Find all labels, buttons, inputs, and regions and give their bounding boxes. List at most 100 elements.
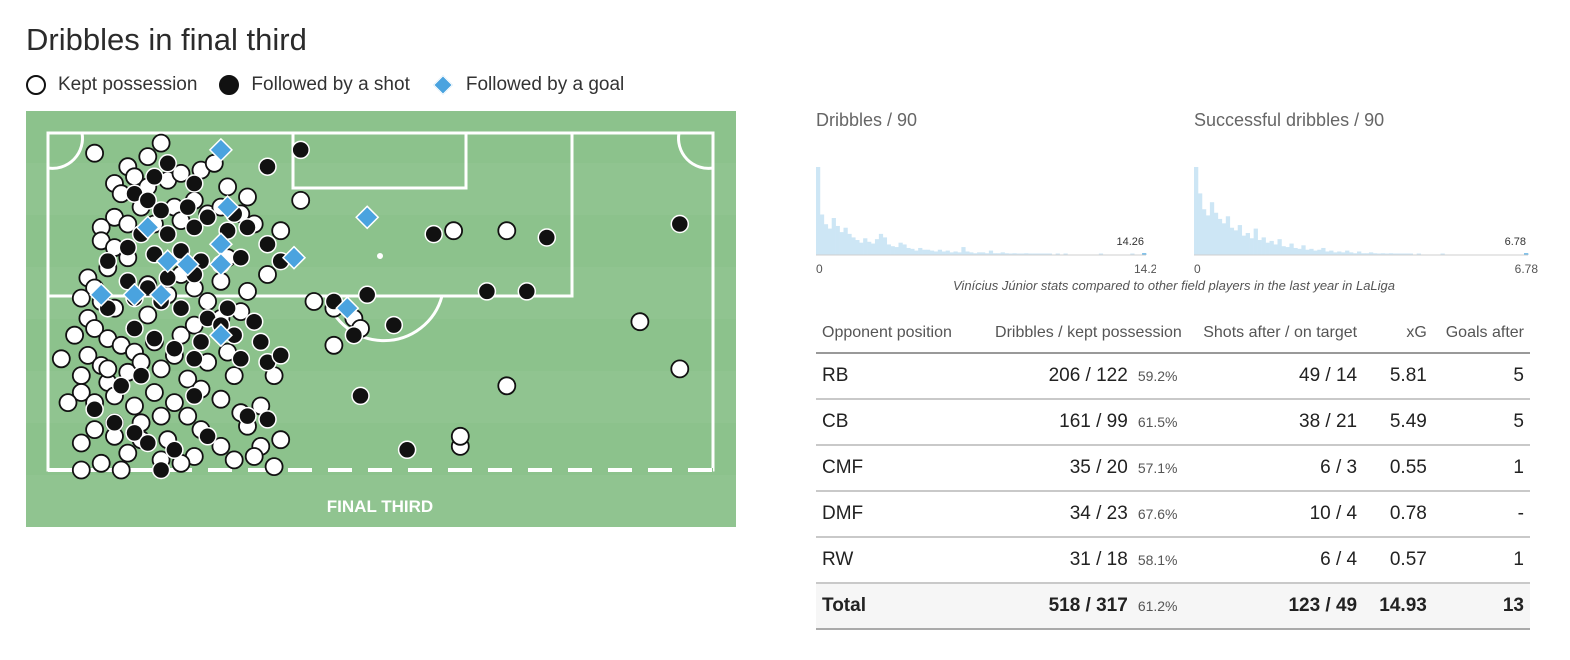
kept-possession-point xyxy=(264,457,284,477)
histogram-bar xyxy=(823,224,829,255)
legend-label-kept: Kept possession xyxy=(58,74,198,95)
histogram-bar xyxy=(973,253,978,255)
kept-possession-point xyxy=(304,292,324,311)
shot-point xyxy=(158,224,177,244)
histogram-bar xyxy=(835,225,840,255)
kept-possession-point xyxy=(125,396,144,416)
histogram-bar xyxy=(965,251,970,255)
shot-point xyxy=(178,197,197,217)
histogram-bar xyxy=(1063,253,1068,255)
histogram-bar xyxy=(918,247,923,255)
shot-point xyxy=(424,224,443,244)
cell-xg: 0.78 xyxy=(1363,491,1433,538)
histogram-bar xyxy=(1321,247,1326,255)
histogram-bar xyxy=(1130,253,1135,255)
kept-possession-point xyxy=(71,288,91,308)
histogram-bar xyxy=(1281,246,1286,255)
table-row: CB 161 / 99 61.5% 38 / 21 5.49 5 xyxy=(816,399,1530,446)
histogram-bar xyxy=(1404,253,1410,255)
histogram-player-value-successful: 6.78 xyxy=(1505,236,1526,248)
histogram-bar xyxy=(1194,167,1199,255)
cell-dribbles-value: 31 / 18 xyxy=(1069,549,1128,570)
histogram-bar xyxy=(981,252,986,255)
kept-possession-point xyxy=(71,460,91,480)
histogram-bar xyxy=(969,252,974,255)
cell-dribbles-value: 518 / 317 xyxy=(1048,595,1128,616)
kept-possession-point xyxy=(164,393,184,413)
cell-xg: 0.57 xyxy=(1363,537,1433,584)
goal-point xyxy=(335,296,360,321)
goal-point xyxy=(281,245,307,270)
goal-point xyxy=(135,215,160,240)
histogram-bar xyxy=(1221,223,1227,255)
col-opponent-position: Opponent position xyxy=(816,314,970,354)
cell-dribbles: 161 / 99 61.5% xyxy=(969,399,1188,446)
kept-possession-point xyxy=(271,221,291,241)
histogram-bar xyxy=(1028,253,1033,255)
pitch-background xyxy=(26,111,736,527)
kept-possession-point xyxy=(224,450,244,470)
histogram-bar xyxy=(1341,252,1346,255)
table-row: RB 206 / 122 59.2% 49 / 14 5.81 5 xyxy=(816,353,1530,400)
legend-label-goal: Followed by a goal xyxy=(465,74,625,95)
histogram-bar xyxy=(1368,252,1374,255)
cell-goals: - xyxy=(1432,491,1530,538)
histogram-bar xyxy=(1241,235,1246,255)
histogram-bar xyxy=(1213,212,1219,255)
kept-possession-point xyxy=(151,406,171,426)
histogram-bar xyxy=(1245,233,1250,255)
shot-point xyxy=(151,460,171,480)
histogram-bar xyxy=(1440,253,1445,255)
histogram-bar xyxy=(1012,253,1017,255)
shot-point xyxy=(185,386,204,406)
shot-point xyxy=(158,154,177,173)
cell-xg: 5.49 xyxy=(1363,399,1433,446)
histogram-bar xyxy=(1400,253,1406,255)
shot-point xyxy=(191,332,211,352)
histogram-bar xyxy=(1000,252,1005,255)
histogram-bar xyxy=(1345,250,1350,255)
histogram-bar xyxy=(1225,216,1231,255)
cell-shots: 10 / 4 xyxy=(1187,491,1364,538)
histogram-bar xyxy=(984,253,990,255)
histogram-bar xyxy=(874,239,880,255)
shot-point xyxy=(397,440,417,460)
kept-possession-point xyxy=(238,281,257,301)
filled-circle-icon xyxy=(219,75,240,95)
goal-point xyxy=(89,282,114,307)
histogram-bar xyxy=(1032,253,1037,255)
shot-point xyxy=(384,315,404,335)
histogram-successful-dribbles: Successful dribbles / 90 6.78 0 6.78 xyxy=(1194,110,1538,280)
histogram-bar xyxy=(1305,249,1310,255)
histogram-bar xyxy=(1197,193,1203,255)
kept-possession-point xyxy=(71,433,91,453)
histogram-bar xyxy=(1261,237,1266,255)
kept-possession-point xyxy=(291,191,311,210)
cell-dribbles: 35 / 20 57.1% xyxy=(969,445,1188,492)
histogram-bar xyxy=(1337,251,1342,255)
shot-point xyxy=(165,440,184,460)
goal-point xyxy=(215,195,240,220)
cell-position: CB xyxy=(816,399,970,446)
shot-point xyxy=(231,349,251,369)
histogram-bar xyxy=(1036,253,1041,255)
kept-possession-point xyxy=(98,359,118,379)
histogram-bar xyxy=(1357,251,1362,255)
kept-possession-point xyxy=(497,221,517,241)
histogram-bar xyxy=(957,252,962,255)
legend-item-kept: Kept possession xyxy=(26,74,197,96)
kept-possession-point xyxy=(65,325,84,345)
histogram-bar xyxy=(1297,248,1302,255)
shot-point xyxy=(258,157,277,176)
histogram-title-successful: Successful dribbles / 90 xyxy=(1194,110,1385,130)
histogram-bar xyxy=(1020,253,1025,255)
histogram-axis-min-successful: 0 xyxy=(1194,262,1201,276)
table-row: DMF 34 / 23 67.6% 10 / 4 0.78- xyxy=(816,491,1530,538)
shot-point xyxy=(118,238,138,257)
shot-point xyxy=(138,191,158,210)
cell-goals: 13 xyxy=(1432,583,1530,630)
chart-title: Dribbles in final third xyxy=(26,22,307,57)
kept-possession-point xyxy=(138,305,158,325)
pitch-map: FINAL THIRD xyxy=(26,111,736,527)
histogram-axis-max-successful: 6.78 xyxy=(1515,262,1539,276)
